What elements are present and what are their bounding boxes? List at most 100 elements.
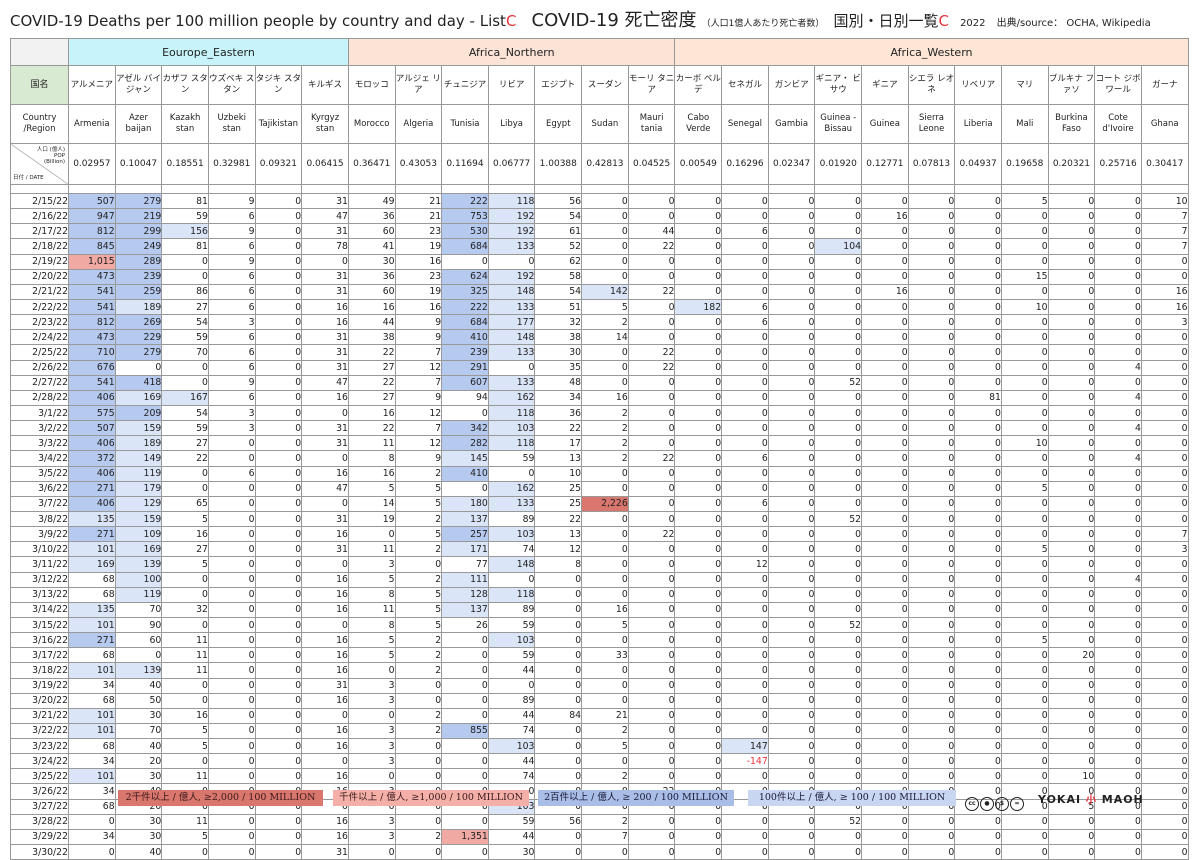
- value-cell: 2: [394, 465, 443, 482]
- value-cell: 0: [207, 586, 256, 603]
- value-cell: 3: [347, 753, 396, 770]
- value-cell: 3: [347, 692, 396, 709]
- value-cell: 0: [581, 526, 629, 543]
- value-cell: 0: [534, 586, 583, 603]
- title-jp-note: （人口1億人あたり死亡者数）: [701, 19, 825, 29]
- value-cell: 2: [581, 420, 629, 437]
- value-cell: 118: [487, 192, 536, 210]
- value-cell: 81: [161, 192, 209, 210]
- value-cell: 0: [907, 707, 956, 724]
- value-cell: 0: [767, 828, 816, 846]
- value-cell: 0: [1094, 813, 1142, 830]
- value-cell: 947: [68, 208, 116, 225]
- value-cell: 22: [627, 238, 676, 255]
- value-cell: 0: [1000, 722, 1049, 740]
- value-cell: 0: [68, 813, 116, 830]
- value-cell: 3: [207, 404, 256, 422]
- value-cell: 0: [254, 465, 303, 482]
- value-cell: 59: [161, 329, 209, 346]
- value-cell: 0: [954, 616, 1002, 634]
- value-cell: 0: [254, 526, 303, 543]
- value-cell: 16: [861, 283, 909, 300]
- value-cell: 2: [581, 404, 629, 422]
- value-cell: 0: [254, 738, 303, 755]
- value-cell: 0: [814, 314, 863, 331]
- date-cell: 3/9/22: [10, 526, 69, 543]
- value-cell: 0: [487, 465, 536, 482]
- country-name-en: Algeria: [394, 104, 443, 144]
- value-cell: 406: [68, 495, 116, 512]
- country-name-en: Senegal: [721, 104, 769, 144]
- value-cell: 0: [1000, 223, 1049, 240]
- date-cell: 3/18/22: [10, 662, 69, 679]
- value-cell: 15: [1000, 268, 1049, 285]
- value-cell: 0: [301, 753, 349, 770]
- value-cell: 0: [767, 768, 816, 785]
- value-cell: 0: [721, 768, 769, 785]
- date-cell: 3/12/22: [10, 571, 69, 588]
- value-cell: 5: [161, 556, 209, 573]
- country-name-en: Egypt: [534, 104, 583, 144]
- value-cell: 0: [1094, 435, 1142, 452]
- value-cell: 0: [1140, 647, 1189, 664]
- value-cell: 0: [674, 208, 723, 225]
- country-name-jp: セネガル: [721, 65, 769, 105]
- date-cell: 2/15/22: [10, 192, 69, 210]
- date-cell: 3/20/22: [10, 692, 69, 709]
- value-cell: 0: [581, 465, 629, 482]
- value-cell: 0: [907, 223, 956, 240]
- value-cell: 0: [1094, 268, 1142, 285]
- value-cell: 2,226: [581, 495, 629, 512]
- date-cell: 2/27/22: [10, 374, 69, 391]
- value-cell: 0: [207, 450, 256, 467]
- value-cell: 31: [301, 359, 349, 376]
- diag-unit-en: (Billion): [43, 159, 65, 165]
- country-name-jp: ギニア: [861, 65, 909, 105]
- value-cell: 0: [767, 707, 816, 724]
- value-cell: 21: [394, 208, 443, 225]
- value-cell: 0: [767, 647, 816, 664]
- source-note: 出典/source： OCHA, Wikipedia: [996, 18, 1151, 29]
- table-row: 3/20/22 68 50 0 0 0 16 3 0 0 89 0 0 0 0 0 0 0 0 0 0 0 0 0 0: [10, 692, 1189, 709]
- legend-blue: 2百件以上 / 億人, ≥ 200 / 100 MILLION: [538, 790, 734, 806]
- value-cell: 0: [814, 283, 863, 300]
- table-row: 2/23/22 812 269 54 3 0 16 44 9 684 177 32 2 0 0 6 0 0 0 0 0 0…: [10, 314, 1189, 331]
- table-row: 3/16/22 271 60 11 0 0 16 5 2 0 103 0 0 0 0 0 0 0 0 0 0 5 0 0 0: [10, 632, 1189, 649]
- value-cell: 607: [441, 374, 489, 391]
- country-name-en: Tunisia: [441, 104, 489, 144]
- value-cell: 13: [534, 450, 583, 467]
- value-cell: 0: [907, 662, 956, 679]
- nd-icon: =: [1010, 797, 1024, 811]
- value-cell: 0: [581, 662, 629, 679]
- value-cell: 0: [68, 844, 116, 860]
- value-cell: 22: [627, 283, 676, 300]
- value-cell: 530: [441, 223, 489, 240]
- value-cell: 0: [1140, 510, 1189, 528]
- value-cell: 9: [207, 374, 256, 391]
- value-cell: 0: [767, 813, 816, 830]
- value-cell: 68: [68, 647, 116, 664]
- value-cell: 0: [721, 389, 769, 406]
- value-cell: 169: [114, 389, 163, 406]
- country-name-jp: ギニア・ ビサウ: [814, 65, 863, 105]
- value-cell: 16: [301, 298, 349, 316]
- diag-date: 日付 / DATE: [13, 175, 44, 181]
- value-cell: 5: [394, 586, 443, 603]
- value-cell: 31: [301, 420, 349, 437]
- value-cell: 31: [301, 541, 349, 558]
- country-name-jp: ブルキナ ファソ: [1047, 65, 1096, 105]
- population-value: 0.07813: [907, 143, 956, 185]
- value-cell: 0: [301, 616, 349, 634]
- value-cell: 54: [534, 208, 583, 225]
- value-cell: 0: [254, 298, 303, 316]
- value-cell: 0: [767, 571, 816, 588]
- table-row: 2/21/22 541 259 86 6 0 31 60 19 325 148 54 142 22 0 0 0 0…: [10, 283, 1189, 300]
- value-cell: 9: [207, 223, 256, 240]
- date-cell: 3/10/22: [10, 541, 69, 558]
- value-cell: 13: [534, 526, 583, 543]
- value-cell: 0: [861, 314, 909, 331]
- by-icon: ●: [980, 797, 994, 811]
- value-cell: 16: [301, 828, 349, 846]
- date-cell: 2/26/22: [10, 359, 69, 376]
- value-cell: 0: [721, 616, 769, 634]
